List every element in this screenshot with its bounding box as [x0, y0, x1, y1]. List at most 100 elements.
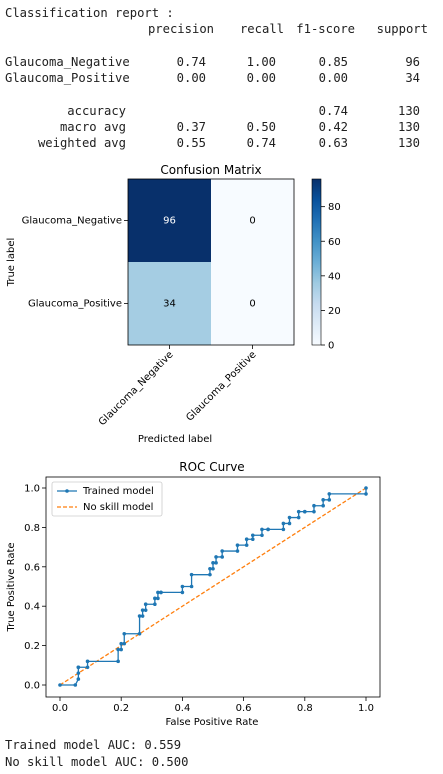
- roc-trained-point: [235, 549, 240, 553]
- roc-trained-point: [156, 590, 160, 595]
- roc-xtick-label: 0.0: [52, 703, 68, 714]
- roc-legend: Trained model No skill model: [51, 481, 163, 517]
- auc-noskill-text: No skill model AUC: 0.500: [5, 755, 189, 769]
- cm-frame: [127, 178, 295, 346]
- row-positive-precision: 0.00: [176, 71, 206, 85]
- roc-trained-point: [250, 533, 255, 538]
- roc-trained-point: [303, 509, 307, 514]
- roc-trained-point: [260, 533, 264, 538]
- roc-trained-point: [73, 683, 78, 687]
- roc-trained-point: [211, 566, 215, 571]
- roc-trained-point: [76, 671, 81, 675]
- summary-label-weighted: weighted avg: [37, 136, 126, 150]
- legend-box: [51, 481, 163, 517]
- roc-trained-point: [296, 515, 301, 520]
- roc-xtick-label: 0.6: [236, 703, 252, 714]
- legend-trained-label: Trained model: [82, 486, 154, 497]
- summary-macro-support: 130: [397, 120, 420, 134]
- roc-trained-point: [85, 659, 90, 664]
- summary-weighted-precision: 0.55: [176, 136, 206, 150]
- roc-trained-point: [244, 543, 249, 547]
- roc-trained-point: [153, 596, 157, 601]
- roc-title: ROC Curve: [179, 460, 244, 474]
- roc-trained-point: [85, 665, 90, 670]
- roc-xtick-label: 0.4: [174, 703, 190, 714]
- roc-trained-point: [364, 492, 368, 496]
- roc-ytick-label: 0.4: [24, 602, 40, 613]
- header-f1-score: f1-score: [296, 22, 355, 36]
- cm-cell-0-1: [211, 179, 294, 262]
- roc-trained-point: [220, 549, 224, 553]
- roc-ytick-label: 1.0: [24, 484, 40, 495]
- roc-trained-point: [260, 527, 264, 532]
- roc-trained-point: [214, 561, 218, 565]
- summary-label-accuracy: accuracy: [67, 104, 126, 118]
- roc-trained-point: [250, 537, 255, 542]
- legend-noskill-label: No skill model: [83, 502, 153, 513]
- roc-trained-point: [153, 602, 157, 607]
- roc-trained-point: [287, 515, 292, 520]
- roc-trained-point: [180, 590, 185, 595]
- cm-colorbar-tick-label: 20: [328, 306, 341, 317]
- cm-colorbar-tick-label: 60: [328, 237, 341, 248]
- cm-colorbar: [311, 178, 322, 346]
- summary-weighted-support: 130: [397, 136, 420, 150]
- summary-macro-precision: 0.37: [176, 120, 206, 134]
- roc-trained-point: [122, 631, 127, 636]
- row-label-positive: Glaucoma_Positive: [5, 71, 130, 85]
- cm-ylabel: True label: [6, 238, 17, 288]
- row-negative-precision: 0.74: [176, 55, 206, 69]
- auc-output: Trained model AUC: 0.559 No skill model …: [0, 736, 443, 774]
- roc-trained-point: [137, 631, 142, 636]
- roc-xtick-label: 1.0: [358, 703, 374, 714]
- row-positive-f1: 0.00: [318, 71, 348, 85]
- roc-trained-point: [327, 492, 332, 496]
- roc-trained-point: [208, 566, 212, 571]
- roc-trained-point: [189, 572, 194, 577]
- roc-trained-point: [244, 537, 249, 542]
- cm-colorbar-tick-label: 0: [328, 341, 334, 352]
- cm-cell-1-0: [128, 262, 211, 345]
- cm-colorbar-tick-label: 80: [328, 202, 341, 213]
- cm-ytick-label: Glaucoma_Negative: [22, 216, 122, 227]
- roc-trained-point: [266, 527, 270, 532]
- roc-trained-point: [137, 614, 142, 618]
- roc-trained-point: [214, 555, 218, 559]
- cm-xtick-label: Glaucoma_Negative: [97, 349, 176, 428]
- roc-trained-point: [321, 498, 325, 502]
- roc-trained-point: [143, 602, 148, 607]
- cm-cell-label-0-0: 96: [163, 216, 176, 227]
- roc-trained-point: [122, 641, 127, 646]
- roc-trained-point: [76, 665, 81, 670]
- cm-colorbar-tick-label: 40: [328, 271, 341, 282]
- legend-trained-marker: [65, 489, 69, 493]
- cm-cell-1-1: [211, 262, 294, 345]
- roc-trained-point: [296, 509, 301, 514]
- roc-curve-chart: ROC Curve 0.0 0.2 0.4 0.6 0.8 1.0 0.0 0.2 0.4 0.6…: [6, 460, 381, 728]
- roc-trained-point: [208, 572, 212, 577]
- confusion-matrix-chart: Confusion Matrix 96 0 34 0 Glaucoma_Negativ…: [6, 163, 341, 445]
- roc-trained-point: [159, 590, 163, 595]
- roc-trained-point: [281, 521, 286, 526]
- auc-trained-text: Trained model AUC: 0.559: [5, 738, 182, 752]
- roc-trained-point: [235, 543, 240, 547]
- roc-trained-point: [116, 647, 120, 652]
- roc-trained-point: [220, 555, 224, 559]
- summary-macro-recall: 0.50: [246, 120, 276, 134]
- cm-cell-label-0-1: 0: [249, 216, 255, 227]
- roc-trained-point: [119, 647, 123, 652]
- roc-ylabel: True Positive Rate: [6, 542, 17, 632]
- roc-trained-point: [211, 561, 215, 565]
- report-title: Classification report :: [5, 6, 174, 20]
- row-positive-support: 34: [405, 71, 420, 85]
- summary-accuracy-support: 130: [397, 104, 420, 118]
- roc-trained-point: [180, 584, 185, 589]
- header-support: support: [376, 22, 428, 36]
- header-recall: recall: [239, 22, 284, 36]
- row-positive-recall: 0.00: [246, 71, 276, 85]
- roc-trained-point: [58, 683, 62, 687]
- roc-trained-point: [156, 596, 160, 601]
- row-negative-support: 96: [405, 55, 420, 69]
- roc-ytick-label: 0.8: [24, 523, 40, 534]
- header-precision: precision: [147, 22, 214, 36]
